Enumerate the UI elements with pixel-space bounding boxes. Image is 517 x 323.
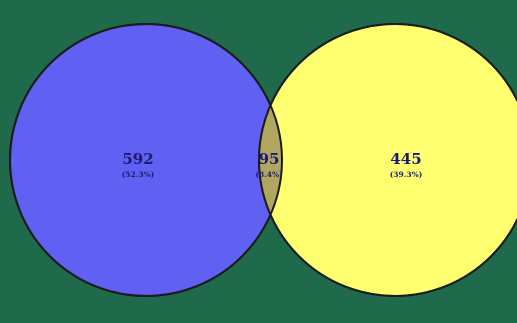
- right-only-count: 445: [390, 150, 421, 168]
- right-only-percent: (39.3%): [390, 170, 423, 179]
- overlap-percent: (8.4%): [255, 170, 282, 179]
- set-right-outline: [258, 23, 517, 297]
- left-only-count: 592: [122, 150, 153, 168]
- left-only-percent: (52.3%): [122, 170, 155, 179]
- set-left-outline: [9, 23, 283, 297]
- overlap-count: 95: [259, 150, 280, 168]
